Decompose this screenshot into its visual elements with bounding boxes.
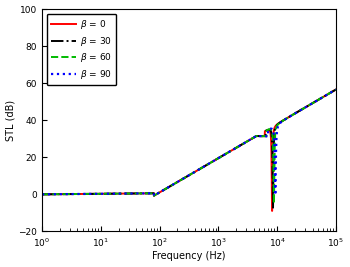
X-axis label: Frequency (Hz): Frequency (Hz) [152,252,226,261]
$\beta$ = 0 [91,192,95,195]
$\beta$ = 90 [166,186,170,189]
$\beta$ = 60 [334,88,338,91]
$\beta$ = 0 [328,91,332,95]
Line: $\beta$ = 60: $\beta$ = 60 [42,89,336,203]
$\beta$ = 30 [153,194,157,197]
$\beta$ = 0 [334,88,338,91]
$\beta$ = 90 [152,194,156,197]
$\beta$ = 30 [166,186,170,189]
$\beta$ = 90 [153,194,157,197]
Y-axis label: STL (dB): STL (dB) [6,100,15,141]
$\beta$ = 90 [328,91,332,95]
$\beta$ = 0 [153,194,157,197]
$\beta$ = 30 [271,206,275,209]
$\beta$ = 30 [74,193,78,196]
$\beta$ = 60 [328,91,332,95]
Line: $\beta$ = 30: $\beta$ = 30 [42,89,336,208]
$\beta$ = 60 [166,186,170,189]
$\beta$ = 30 [40,193,44,196]
$\beta$ = 90 [40,193,44,196]
$\beta$ = 60 [91,192,95,195]
$\beta$ = 60 [40,193,44,196]
$\beta$ = 30 [328,91,332,95]
$\beta$ = 0 [270,209,274,213]
$\beta$ = 0 [296,110,301,113]
$\beta$ = 90 [334,88,338,91]
$\beta$ = 90 [74,193,78,196]
$\beta$ = 90 [296,110,301,113]
$\beta$ = 30 [334,88,338,91]
$\beta$ = 0 [74,193,78,196]
$\beta$ = 90 [91,192,95,195]
$\beta$ = 0 [166,186,170,189]
$\beta$ = 60 [272,202,276,205]
$\beta$ = 60 [153,194,157,197]
Line: $\beta$ = 90: $\beta$ = 90 [42,89,336,196]
Legend: $\beta$ = 0, $\beta$ = 30, $\beta$ = 60, $\beta$ = 90: $\beta$ = 0, $\beta$ = 30, $\beta$ = 60,… [47,14,116,85]
$\beta$ = 30 [91,192,95,195]
$\beta$ = 0 [40,193,44,196]
Line: $\beta$ = 0: $\beta$ = 0 [42,89,336,211]
$\beta$ = 30 [296,110,301,113]
$\beta$ = 60 [296,110,301,113]
$\beta$ = 60 [74,193,78,196]
